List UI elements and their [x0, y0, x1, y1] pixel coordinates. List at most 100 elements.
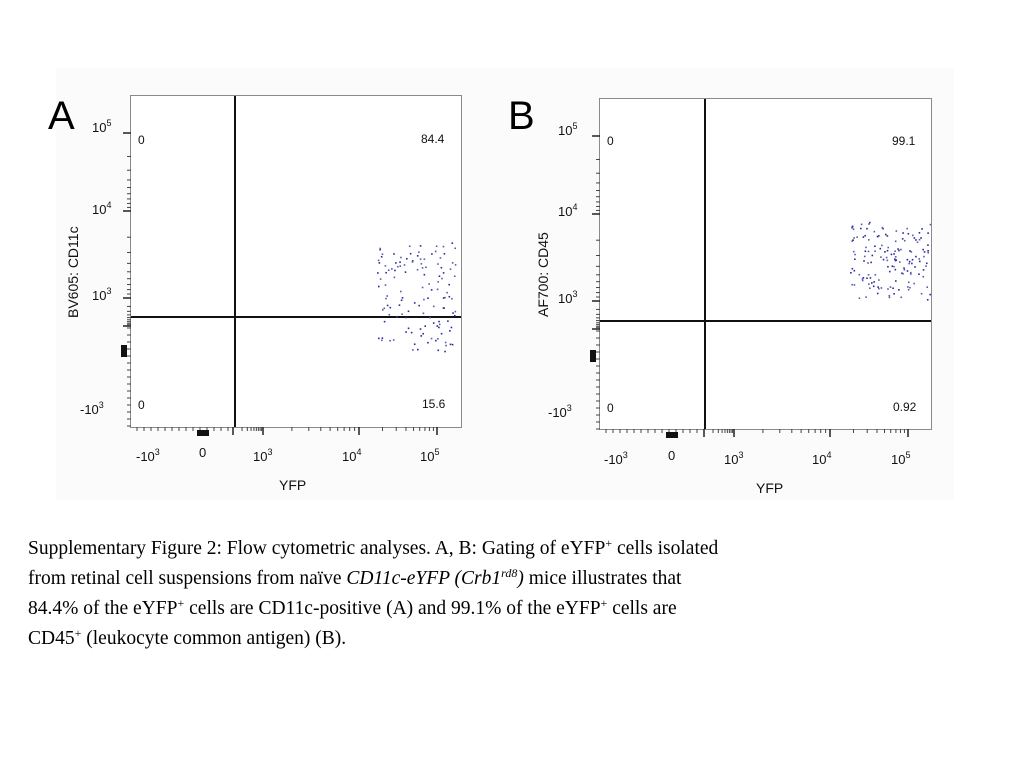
event-dot: [378, 262, 381, 264]
event-dot: [914, 266, 916, 268]
event-dot: [927, 232, 929, 234]
event-dot: [867, 274, 870, 276]
event-dot: [927, 244, 929, 246]
y-tick-label: 104: [558, 202, 578, 219]
event-dot: [860, 223, 863, 226]
event-dot: [880, 256, 882, 258]
event-dot: [420, 263, 423, 265]
event-dot: [887, 288, 889, 290]
event-dot: [900, 248, 902, 251]
event-dot: [385, 297, 387, 300]
event-dot: [893, 293, 895, 295]
event-dot: [379, 248, 381, 251]
event-dot: [444, 350, 446, 353]
event-dot: [886, 235, 889, 237]
event-dot: [876, 235, 879, 238]
event-dot: [437, 349, 440, 352]
event-dot: [445, 344, 447, 347]
event-dot: [400, 299, 403, 302]
event-dot: [432, 305, 435, 308]
event-dot: [894, 259, 897, 262]
event-dot: [435, 245, 438, 248]
event-dot: [906, 227, 908, 230]
event-dot: [454, 264, 457, 266]
event-dot: [884, 251, 886, 253]
event-dot: [411, 260, 414, 262]
x-tick-label: 0: [668, 448, 676, 463]
event-dot: [395, 262, 397, 264]
event-dot: [431, 253, 433, 255]
event-dot: [894, 268, 897, 271]
event-dot: [929, 293, 932, 296]
event-dot: [446, 291, 448, 294]
event-dot: [861, 279, 864, 282]
event-dot: [449, 330, 451, 332]
event-dot: [918, 258, 921, 260]
event-dot: [411, 261, 414, 263]
event-dot: [868, 283, 870, 285]
caption-line-3: 84.4% of the eYFP+ cells are CD11c-posit…: [28, 596, 677, 619]
event-dot: [920, 292, 923, 295]
event-dot: [432, 322, 435, 324]
event-dot: [878, 287, 880, 290]
event-dot: [858, 273, 861, 276]
event-dot: [864, 234, 867, 237]
event-dot: [860, 227, 862, 230]
event-dot: [926, 298, 929, 301]
event-dot: [922, 275, 925, 278]
event-dot: [921, 228, 923, 230]
event-dot: [416, 255, 419, 257]
event-dot: [413, 302, 416, 304]
event-dot: [377, 285, 380, 288]
event-dot: [918, 260, 921, 263]
y-tick-label: -103: [548, 403, 572, 420]
event-dot: [386, 304, 389, 307]
event-dot: [874, 250, 876, 253]
y-axis-title-b: AF700: CD45: [535, 232, 551, 317]
event-dot: [447, 320, 449, 322]
event-dot: [901, 238, 904, 240]
event-dot: [408, 245, 411, 248]
event-dot: [879, 247, 882, 250]
quadrant-upper-right: 84.4: [421, 132, 445, 146]
event-dot: [448, 283, 450, 286]
panel-letter-b: B: [508, 94, 535, 138]
x-tick-label: 103: [253, 447, 273, 464]
event-dot: [453, 275, 456, 278]
y-tick-label: 103: [92, 286, 112, 303]
event-dot: [401, 296, 404, 299]
quadrant-lower-right: 15.6: [422, 397, 446, 411]
plot-a-canvas: [121, 96, 461, 436]
event-dot: [862, 236, 865, 238]
event-dot: [885, 256, 888, 259]
event-dot: [387, 269, 390, 272]
event-dot: [441, 277, 443, 280]
event-dot: [852, 228, 855, 231]
event-dot: [436, 325, 439, 327]
plot-b: 0 99.1 0 0.92: [590, 98, 932, 438]
event-dot: [863, 255, 866, 258]
event-dot: [417, 348, 419, 351]
event-dot: [409, 252, 412, 255]
event-dot: [421, 286, 424, 289]
event-dot: [439, 257, 442, 259]
event-dot: [419, 258, 422, 260]
x-tick-label: -103: [136, 447, 160, 464]
event-dot: [419, 245, 422, 247]
event-dot: [437, 281, 440, 283]
event-dot: [907, 232, 910, 235]
event-dot: [443, 307, 445, 310]
x-axis-zero-marker: [666, 432, 678, 438]
event-dot: [925, 265, 927, 267]
event-dot: [902, 272, 904, 275]
event-dot: [907, 286, 909, 288]
event-dot: [893, 265, 895, 268]
event-dot: [868, 239, 870, 241]
event-dot: [902, 232, 904, 234]
event-dot: [405, 316, 407, 319]
event-dot: [454, 247, 457, 250]
event-dot: [872, 285, 875, 288]
event-dot: [437, 263, 439, 265]
event-dot: [888, 294, 891, 297]
quadrant-upper-left: 0: [138, 133, 145, 147]
